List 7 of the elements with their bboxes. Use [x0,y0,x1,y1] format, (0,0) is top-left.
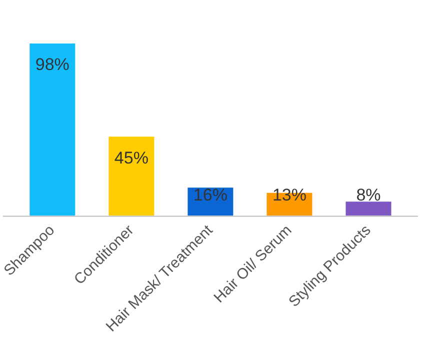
data-label: 16% [193,185,228,204]
bar [108,136,154,216]
bar [346,202,392,216]
bar [30,44,76,216]
data-label: 98% [35,55,70,74]
data-label: 45% [114,148,148,168]
data-label: 8% [356,185,381,204]
